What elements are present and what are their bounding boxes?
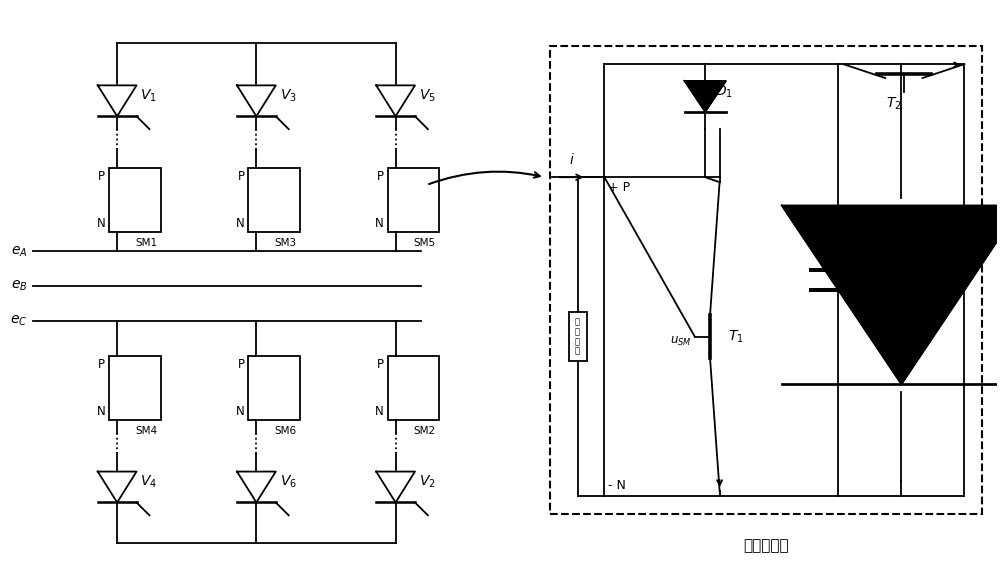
Text: $u_C$: $u_C$ [878,268,896,282]
Polygon shape [782,206,1000,384]
Text: SM2: SM2 [414,426,436,436]
Text: SM6: SM6 [274,426,297,436]
Text: P: P [377,170,384,183]
Polygon shape [376,86,415,116]
Text: i: i [570,154,574,167]
Text: +: + [870,252,882,266]
Polygon shape [237,472,276,502]
Text: $V_2$: $V_2$ [419,474,436,490]
Text: SM1: SM1 [135,238,157,248]
Text: $e_C$: $e_C$ [10,313,28,328]
Text: N: N [375,405,384,418]
Text: $V_5$: $V_5$ [419,88,436,104]
Bar [388,168,439,232]
Text: SM5: SM5 [414,238,436,248]
Polygon shape [685,81,726,112]
Text: N: N [375,217,384,230]
Text: 均
压
回
路: 均 压 回 路 [575,317,580,356]
Bar [109,168,161,232]
Bar [109,356,161,420]
Text: $D_2$: $D_2$ [911,287,929,303]
Text: $T_2$: $T_2$ [886,96,902,112]
Text: P: P [237,358,244,371]
Text: $T_1$: $T_1$ [728,328,743,345]
Text: $V_3$: $V_3$ [280,88,296,104]
Text: P: P [237,170,244,183]
Text: + P: + P [608,181,631,194]
Text: $u_{SM}$: $u_{SM}$ [670,335,692,348]
Text: $e_A$: $e_A$ [11,244,28,259]
Polygon shape [98,86,137,116]
Text: $V_6$: $V_6$ [280,474,297,490]
Text: N: N [96,405,105,418]
Text: P: P [98,358,105,371]
Text: 可控子模块: 可控子模块 [743,538,789,553]
Text: P: P [377,358,384,371]
Polygon shape [237,86,276,116]
Text: $V_1$: $V_1$ [140,88,157,104]
Bar [248,168,300,232]
Bar [550,46,982,514]
Text: N: N [96,217,105,230]
Text: SM3: SM3 [274,238,297,248]
Text: N: N [236,217,244,230]
Polygon shape [376,472,415,502]
Text: SM4: SM4 [135,426,157,436]
Text: $V_4$: $V_4$ [140,474,157,490]
Polygon shape [98,472,137,502]
Text: -: - [870,294,875,308]
Text: P: P [98,170,105,183]
Bar [388,356,439,420]
Text: $D_1$: $D_1$ [715,83,733,99]
Text: $e_B$: $e_B$ [11,279,28,293]
Text: - N: - N [608,479,626,492]
Bar [248,356,300,420]
Text: N: N [236,405,244,418]
Bar [569,312,587,361]
